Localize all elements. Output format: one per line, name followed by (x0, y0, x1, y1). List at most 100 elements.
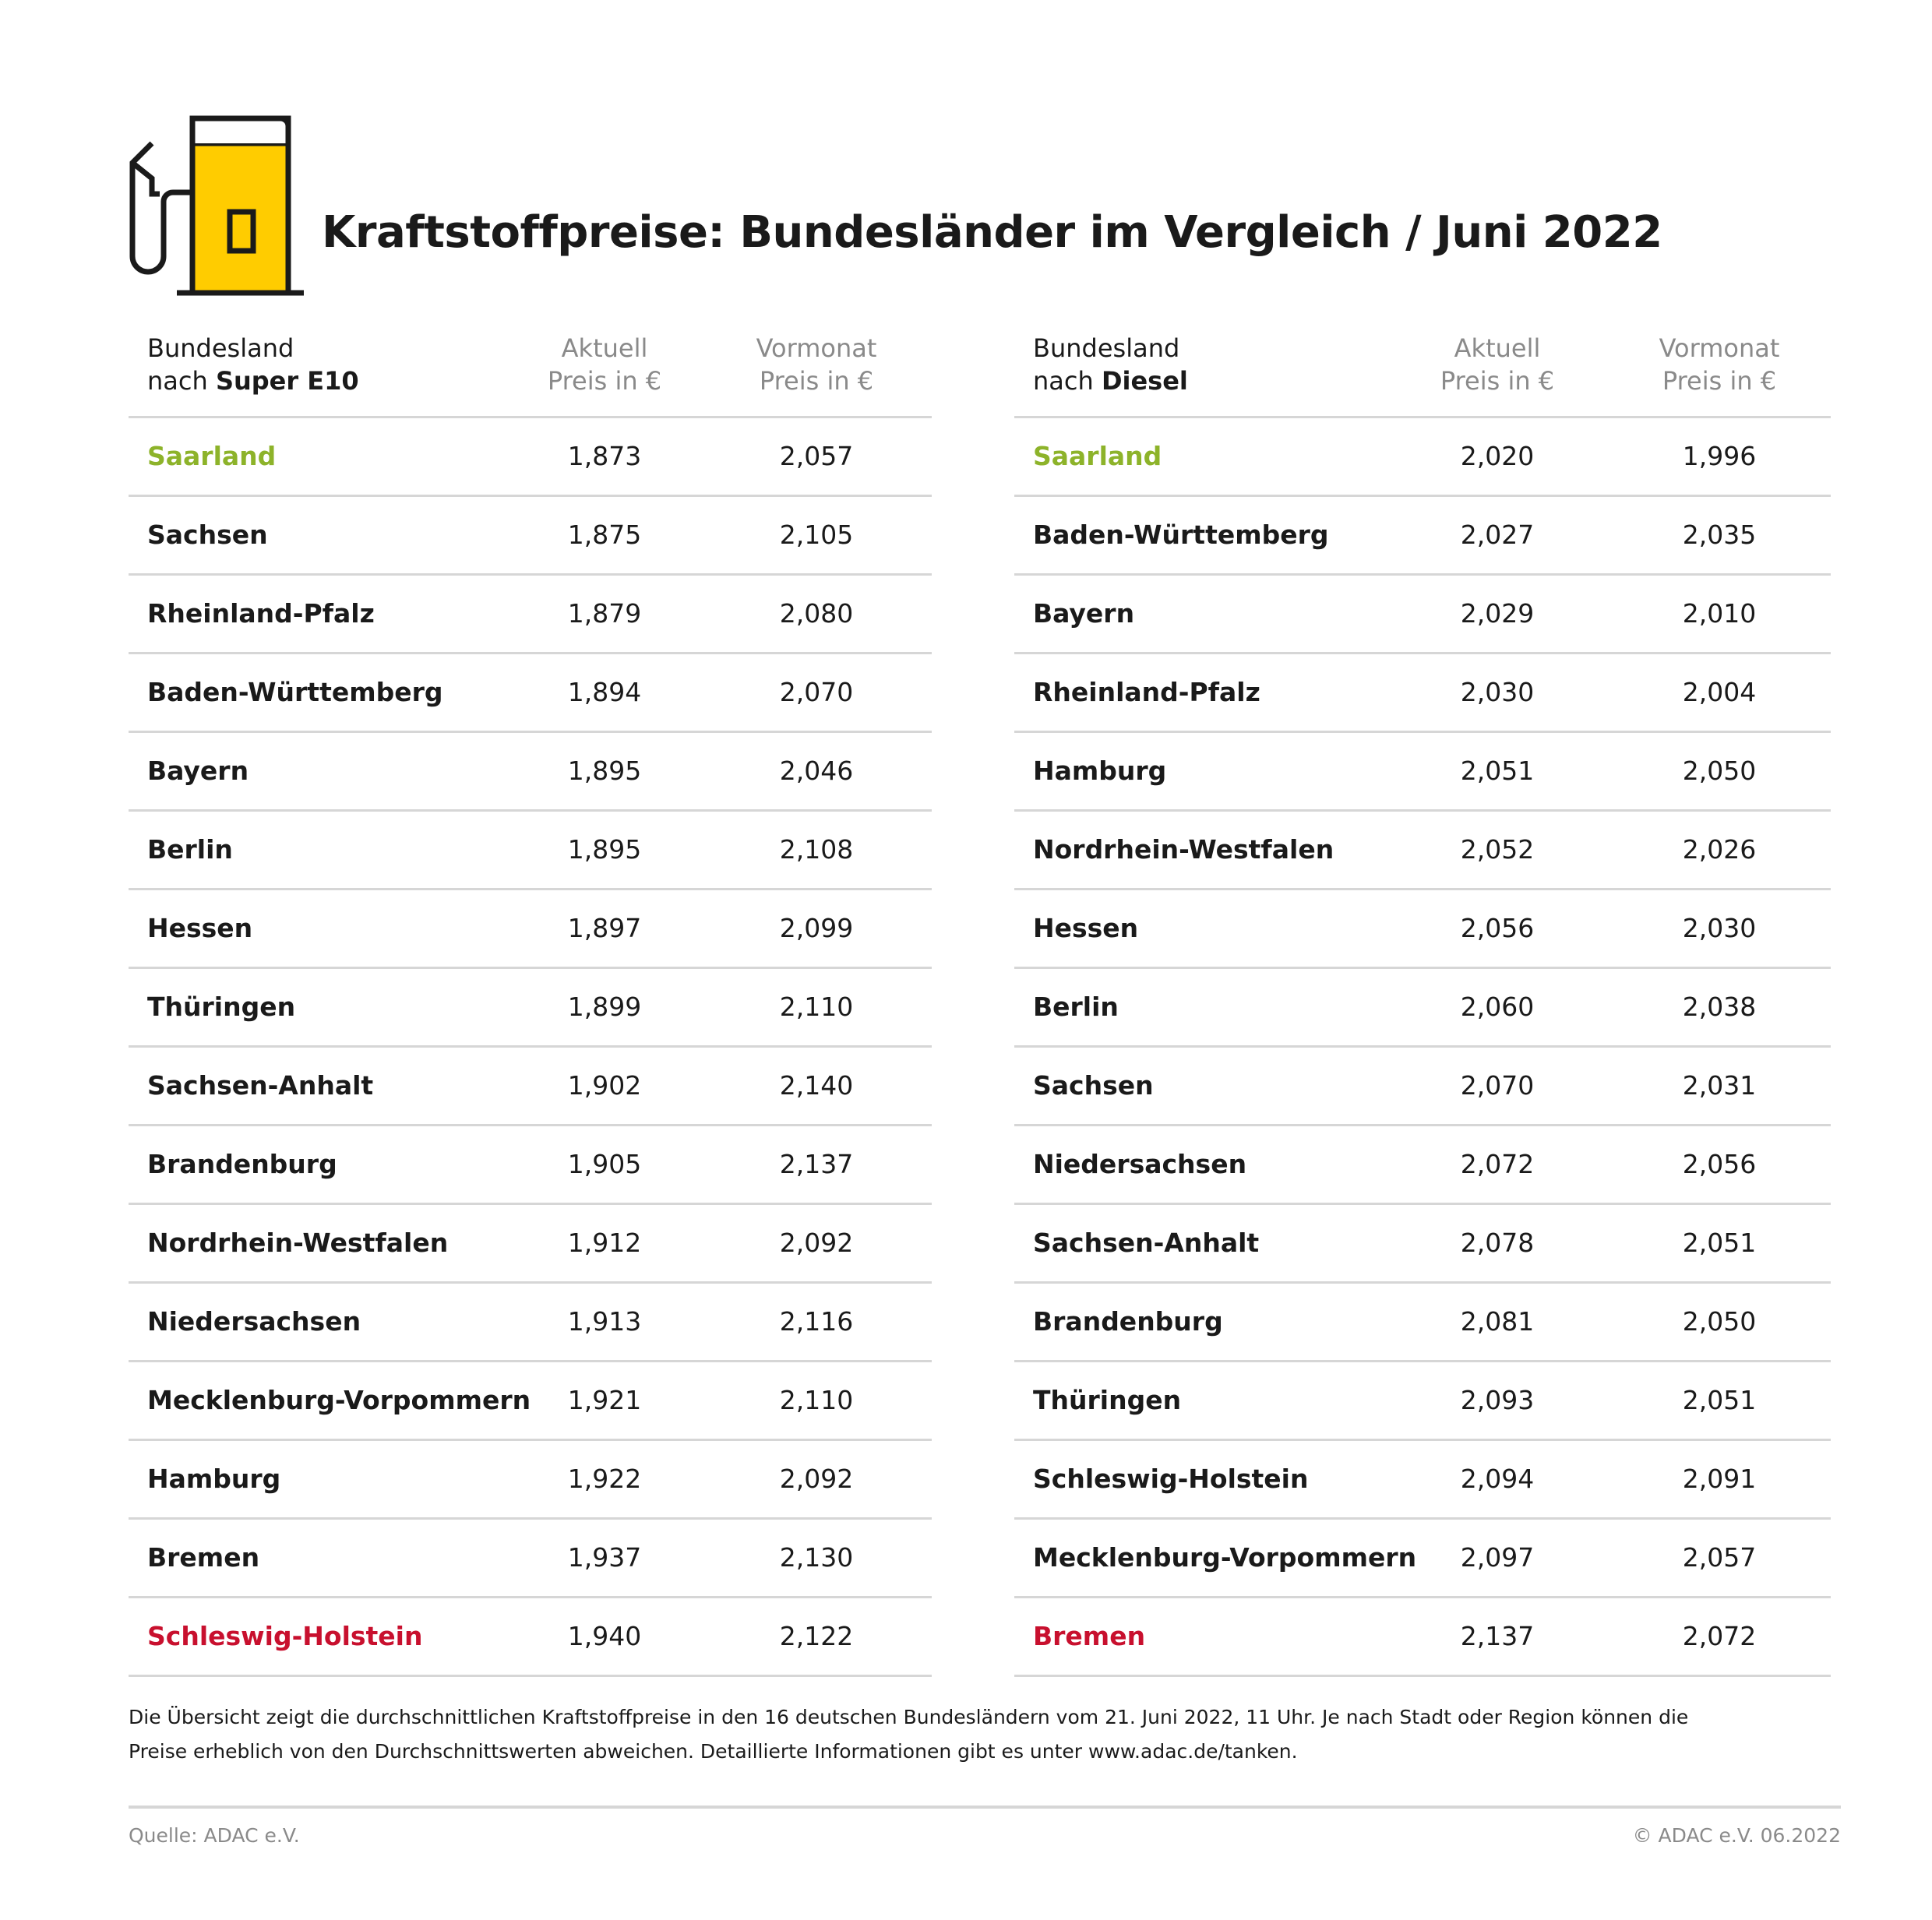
current-price: 1,875 (567, 520, 642, 550)
divider (129, 1806, 1841, 1809)
table-row: Berlin 1,895 2,108 (129, 812, 932, 890)
previous-price: 2,137 (779, 1149, 854, 1179)
current-price: 2,072 (1460, 1149, 1535, 1179)
table-row: Mecklenburg-Vorpommern 2,097 2,057 (1014, 1520, 1831, 1598)
state-name: Schleswig-Holstein (1033, 1464, 1309, 1494)
current-price: 1,912 (567, 1228, 642, 1258)
current-price: 1,905 (567, 1149, 642, 1179)
header-text: nach (1033, 366, 1102, 396)
state-name: Hamburg (147, 1464, 281, 1494)
state-name: Saarland (1033, 441, 1162, 471)
previous-price: 2,116 (779, 1306, 854, 1337)
page-title: Kraftstoffpreise: Bundesländer im Vergle… (322, 207, 1662, 258)
current-price: 1,913 (567, 1306, 642, 1337)
previous-price: 2,056 (1682, 1149, 1757, 1179)
current-price: 1,873 (567, 441, 642, 471)
state-name: Rheinland-Pfalz (147, 598, 375, 629)
current-price: 2,078 (1460, 1228, 1535, 1258)
table-row: Sachsen-Anhalt 1,902 2,140 (129, 1048, 932, 1126)
current-price: 1,937 (567, 1542, 642, 1573)
state-name: Sachsen-Anhalt (1033, 1228, 1260, 1258)
header-bundesland: Bundesland nach Diesel (1033, 332, 1188, 397)
current-price: 2,029 (1460, 598, 1535, 629)
copyright-label: © ADAC e.V. 06.2022 (1632, 1824, 1841, 1847)
state-name: Hamburg (1033, 756, 1167, 786)
previous-price: 2,038 (1682, 992, 1757, 1022)
current-price: 1,921 (567, 1385, 642, 1415)
header-bundesland: Bundesland nach Super E10 (147, 332, 359, 397)
previous-price: 2,130 (779, 1542, 854, 1573)
previous-price: 2,004 (1682, 677, 1757, 707)
state-name: Bremen (1033, 1621, 1146, 1651)
table-row: Thüringen 2,093 2,051 (1014, 1362, 1831, 1441)
current-price: 1,897 (567, 913, 642, 943)
previous-price: 2,110 (779, 992, 854, 1022)
current-price: 1,894 (567, 677, 642, 707)
previous-price: 2,057 (779, 441, 854, 471)
table-row: Sachsen-Anhalt 2,078 2,051 (1014, 1205, 1831, 1284)
state-name: Bremen (147, 1542, 260, 1573)
table-row: Baden-Württemberg 1,894 2,070 (129, 654, 932, 733)
current-price: 2,094 (1460, 1464, 1535, 1494)
table-row: Bremen 2,137 2,072 (1014, 1598, 1831, 1677)
state-name: Sachsen-Anhalt (147, 1070, 374, 1101)
table-row: Sachsen 1,875 2,105 (129, 497, 932, 576)
source-label: Quelle: ADAC e.V. (129, 1824, 300, 1847)
state-name: Hessen (1033, 913, 1139, 943)
state-name: Niedersachsen (1033, 1149, 1247, 1179)
previous-price: 2,108 (779, 834, 854, 865)
previous-price: 1,996 (1682, 441, 1757, 471)
state-name: Nordrhein-Westfalen (1033, 834, 1334, 865)
table-header: Bundesland nach Diesel Aktuell Preis in € … (1014, 327, 1831, 418)
table-row: Thüringen 1,899 2,110 (129, 969, 932, 1048)
table-row: Hessen 2,056 2,030 (1014, 890, 1831, 969)
table-row: Nordrhein-Westfalen 2,052 2,026 (1014, 812, 1831, 890)
header-text: nach (147, 366, 216, 396)
state-name: Brandenburg (147, 1149, 337, 1179)
table-row: Schleswig-Holstein 2,094 2,091 (1014, 1441, 1831, 1520)
state-name: Niedersachsen (147, 1306, 361, 1337)
previous-price: 2,070 (779, 677, 854, 707)
state-name: Sachsen (147, 520, 268, 550)
previous-price: 2,010 (1682, 598, 1757, 629)
header-text: Vormonat (756, 333, 877, 363)
previous-price: 2,080 (779, 598, 854, 629)
table-row: Saarland 1,873 2,057 (129, 418, 932, 497)
state-name: Rheinland-Pfalz (1033, 677, 1260, 707)
current-price: 2,052 (1460, 834, 1535, 865)
header-text: Preis in € (1662, 366, 1777, 396)
current-price: 2,051 (1460, 756, 1535, 786)
header-vormonat: Vormonat Preis in € (1618, 332, 1821, 397)
previous-price: 2,035 (1682, 520, 1757, 550)
header-text: Bundesland (1033, 333, 1180, 363)
state-name: Bayern (147, 756, 249, 786)
table-row: Rheinland-Pfalz 2,030 2,004 (1014, 654, 1831, 733)
state-name: Mecklenburg-Vorpommern (1033, 1542, 1417, 1573)
table-row: Berlin 2,060 2,038 (1014, 969, 1831, 1048)
current-price: 2,093 (1460, 1385, 1535, 1415)
current-price: 2,056 (1460, 913, 1535, 943)
table-row: Rheinland-Pfalz 1,879 2,080 (129, 576, 932, 654)
header-text: Preis in € (759, 366, 874, 396)
header-aktuell: Aktuell Preis in € (1396, 332, 1599, 397)
state-name: Saarland (147, 441, 277, 471)
previous-price: 2,050 (1682, 756, 1757, 786)
current-price: 1,899 (567, 992, 642, 1022)
state-name: Sachsen (1033, 1070, 1154, 1101)
header-text: Aktuell (1454, 333, 1541, 363)
state-name: Thüringen (147, 992, 296, 1022)
previous-price: 2,051 (1682, 1228, 1757, 1258)
fuel-pump-icon (129, 115, 304, 296)
previous-price: 2,046 (779, 756, 854, 786)
previous-price: 2,140 (779, 1070, 854, 1101)
current-price: 1,895 (567, 756, 642, 786)
previous-price: 2,110 (779, 1385, 854, 1415)
table-header: Bundesland nach Super E10 Aktuell Preis in… (129, 327, 932, 418)
previous-price: 2,092 (779, 1464, 854, 1494)
state-name: Nordrhein-Westfalen (147, 1228, 449, 1258)
current-price: 2,081 (1460, 1306, 1535, 1337)
header-text: Preis in € (1440, 366, 1555, 396)
current-price: 1,879 (567, 598, 642, 629)
current-price: 2,070 (1460, 1070, 1535, 1101)
previous-price: 2,050 (1682, 1306, 1757, 1337)
